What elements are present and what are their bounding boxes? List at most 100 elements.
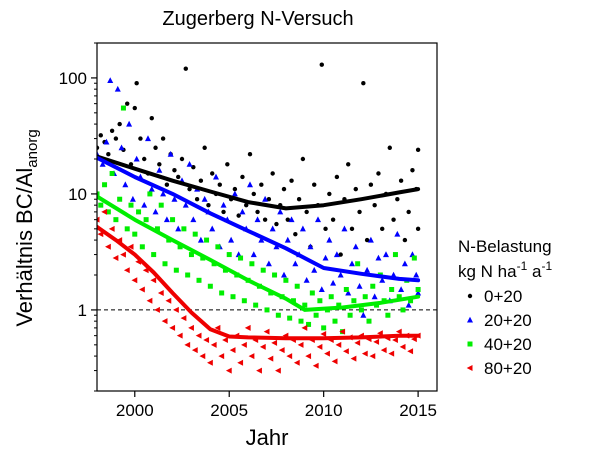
point-series-1-69 (349, 226, 355, 232)
point-series-2-39 (239, 208, 246, 215)
point-series-4-80 (392, 337, 398, 344)
point-series-2-73 (367, 236, 374, 243)
point-series-2-24 (182, 201, 189, 208)
point-series-1-65 (334, 174, 340, 180)
point-series-3-1 (97, 191, 100, 197)
point-series-2-25 (186, 161, 193, 167)
y-axis: 1 10 100 (59, 42, 97, 392)
legend-label-4: 80+20 (484, 359, 532, 378)
point-series-2-81 (398, 286, 405, 292)
point-series-3-52 (287, 315, 293, 321)
point-series-3-63 (328, 294, 334, 300)
point-series-2-62 (326, 236, 333, 243)
point-series-2-50 (281, 271, 287, 278)
point-series-4-45 (259, 343, 266, 350)
point-series-4-31 (207, 359, 213, 366)
point-series-1-63 (327, 191, 332, 197)
point-series-2-7 (118, 144, 125, 151)
point-series-4-33 (214, 324, 221, 331)
point-series-4-11 (131, 277, 138, 284)
point-series-3-33 (215, 244, 221, 250)
point-series-1-49 (274, 221, 279, 227)
point-series-2-16 (152, 208, 159, 215)
point-series-2-47 (269, 225, 276, 232)
point-series-2-86 (415, 289, 422, 296)
plot-frame (96, 42, 438, 392)
trend-line-series-3 (97, 194, 421, 312)
point-series-2-72 (364, 266, 371, 273)
point-series-4-36 (225, 367, 232, 374)
point-series-4-69 (350, 355, 357, 362)
point-series-3-73 (366, 318, 372, 324)
point-series-2-82 (401, 260, 408, 267)
point-series-3-53 (290, 298, 296, 304)
point-series-4-21 (169, 324, 176, 331)
point-series-4-42 (248, 353, 255, 360)
point-series-1-35 (221, 209, 226, 215)
point-series-2-36 (228, 236, 235, 243)
point-series-3-74 (370, 283, 376, 289)
point-series-3-79 (389, 286, 395, 292)
point-series-3-2 (98, 202, 104, 208)
point-series-3-5 (109, 170, 115, 176)
point-series-2-15 (148, 185, 155, 192)
point-series-3-57 (306, 321, 312, 327)
point-series-4-23 (176, 332, 183, 339)
point-series-1-44 (255, 209, 260, 215)
point-series-2-61 (322, 254, 329, 261)
point-series-4-47 (267, 355, 274, 362)
point-series-3-25 (185, 272, 191, 278)
point-series-4-50 (278, 347, 285, 354)
point-series-4-13 (139, 286, 145, 293)
point-series-1-23 (176, 174, 181, 180)
point-series-4-56 (301, 324, 308, 331)
x-axis: 2000 2005 2010 2015 (116, 391, 437, 420)
point-series-4-77 (380, 347, 387, 354)
point-series-4-27 (191, 347, 198, 354)
point-series-4-20 (165, 297, 172, 304)
point-series-2-42 (250, 251, 257, 258)
point-series-3-45 (260, 267, 266, 273)
point-series-2-45 (262, 195, 269, 202)
point-series-1-51 (281, 186, 287, 192)
point-series-2-83 (405, 301, 412, 308)
point-series-3-61 (321, 325, 327, 331)
point-series-4-72 (361, 350, 368, 357)
point-series-4-59 (312, 362, 319, 369)
legend-title-2-part-2: -1 (517, 259, 528, 273)
point-series-2-22 (175, 225, 182, 232)
point-series-2-52 (288, 216, 295, 223)
point-series-3-71 (358, 307, 364, 313)
point-series-1-4 (106, 151, 111, 157)
point-series-4-28 (195, 332, 202, 339)
point-series-3-56 (302, 302, 308, 308)
point-series-4-34 (218, 353, 225, 360)
point-series-1-62 (323, 226, 328, 232)
legend-title-2-part-4: -1 (541, 259, 552, 273)
point-series-1-74 (368, 182, 374, 187)
point-series-3-19 (162, 261, 168, 267)
point-series-1-11 (132, 105, 137, 111)
point-series-1-55 (296, 197, 302, 202)
point-series-4-29 (199, 353, 206, 360)
point-series-1-20 (164, 182, 170, 187)
point-series-2-76 (379, 277, 386, 283)
point-series-2-46 (265, 260, 272, 267)
point-series-3-48 (272, 272, 278, 278)
point-series-3-80 (392, 252, 398, 258)
point-series-1-83 (402, 237, 408, 243)
point-series-1-29 (198, 178, 204, 183)
point-series-1-52 (285, 217, 290, 222)
point-series-4-84 (407, 348, 414, 355)
point-series-1-57 (304, 209, 309, 215)
point-series-3-70 (355, 261, 361, 267)
point-series-1-87 (415, 147, 421, 153)
point-series-4-62 (324, 350, 330, 357)
point-series-1-24 (179, 156, 185, 162)
point-series-4-54 (293, 359, 300, 366)
point-series-1-25 (183, 66, 188, 71)
point-series-3-14 (143, 217, 149, 223)
point-series-4-49 (275, 367, 281, 374)
point-series-3-69 (351, 298, 357, 304)
point-series-1-75 (372, 202, 377, 208)
